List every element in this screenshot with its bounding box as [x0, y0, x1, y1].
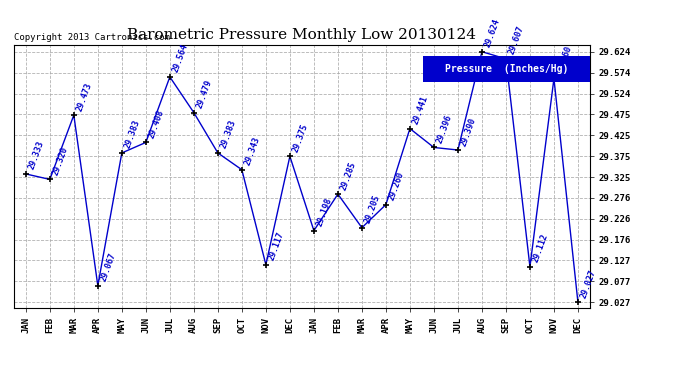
Text: 29.260: 29.260	[387, 171, 406, 202]
Text: 29.117: 29.117	[267, 231, 286, 262]
Text: 29.112: 29.112	[531, 233, 550, 264]
Text: 29.564: 29.564	[171, 43, 190, 74]
Text: 29.343: 29.343	[244, 136, 262, 167]
Text: 29.479: 29.479	[195, 79, 214, 110]
Text: Pressure  (Inches/Hg): Pressure (Inches/Hg)	[445, 64, 568, 74]
FancyBboxPatch shape	[423, 56, 590, 82]
Text: 29.285: 29.285	[339, 160, 358, 191]
Text: 29.205: 29.205	[363, 194, 382, 225]
Text: 29.383: 29.383	[124, 119, 142, 150]
Text: 29.624: 29.624	[483, 18, 502, 49]
Text: 29.027: 29.027	[580, 268, 598, 300]
Text: 29.396: 29.396	[435, 113, 454, 145]
Text: Copyright 2013 Cartronics.com: Copyright 2013 Cartronics.com	[14, 33, 170, 42]
Text: 29.560: 29.560	[555, 45, 574, 76]
Text: 29.333: 29.333	[27, 140, 46, 171]
Text: 29.383: 29.383	[219, 119, 238, 150]
Text: 29.607: 29.607	[507, 25, 526, 56]
Text: 29.390: 29.390	[460, 116, 478, 147]
Text: 29.441: 29.441	[411, 94, 430, 126]
Text: 29.198: 29.198	[315, 196, 334, 228]
Text: 29.473: 29.473	[75, 81, 94, 112]
Text: 29.375: 29.375	[291, 122, 310, 153]
Text: 29.408: 29.408	[147, 108, 166, 140]
Title: Barometric Pressure Monthly Low 20130124: Barometric Pressure Monthly Low 20130124	[128, 28, 476, 42]
Text: 29.067: 29.067	[99, 252, 118, 283]
Text: 29.320: 29.320	[51, 146, 70, 177]
